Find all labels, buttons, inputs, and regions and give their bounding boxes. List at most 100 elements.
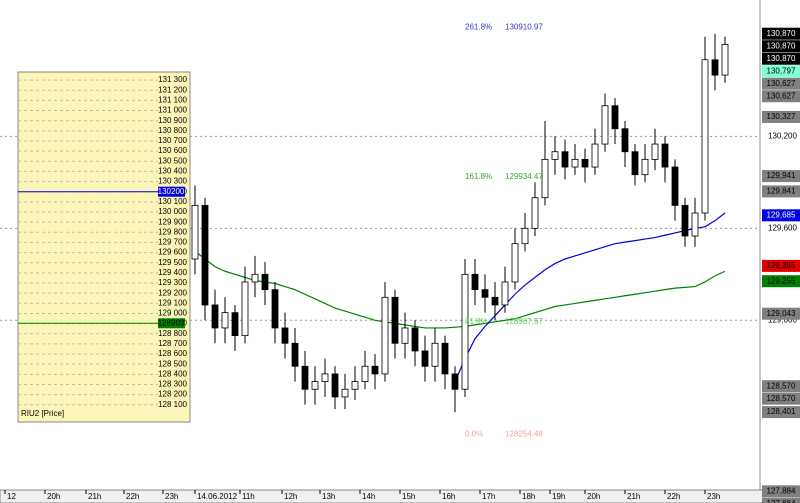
inset-marker-label: 130200 — [158, 187, 185, 196]
inset-tick-label: 129 100 — [158, 298, 187, 307]
candle-body — [221, 312, 229, 329]
inset-label: RIU2 [Price] — [21, 409, 64, 418]
inset-tick-label: 128 500 — [158, 359, 187, 368]
y-tick-label: 129,000 — [768, 315, 797, 324]
candle-body — [231, 312, 239, 337]
inset-tick-label: 130 100 — [158, 197, 187, 206]
price-marker-label: 129,043 — [767, 309, 796, 318]
inset-tick-label: 128 700 — [158, 339, 187, 348]
price-marker-box — [762, 392, 800, 405]
inset-tick-label: 128 300 — [158, 380, 187, 389]
candle-body — [291, 342, 299, 367]
candle-body — [631, 151, 639, 176]
price-marker-box — [762, 110, 800, 123]
candle-body — [581, 158, 589, 168]
inset-tick-label: 130 900 — [158, 116, 187, 125]
x-tick-label: 12 — [7, 492, 16, 501]
candle-body — [531, 197, 539, 229]
price-marker-box — [762, 40, 800, 53]
x-tick-label: 19h — [552, 492, 565, 501]
candle-body — [551, 151, 559, 160]
price-marker-box — [762, 185, 800, 198]
inset-tick-label: 129 500 — [158, 258, 187, 267]
fib-level: 261.8% — [465, 23, 492, 32]
price-marker-label: 130,627 — [767, 91, 796, 100]
candle-body — [591, 143, 599, 168]
x-tick-label: 23h — [165, 492, 178, 501]
price-marker-label: 130,870 — [767, 41, 796, 50]
inset-tick-label: 130 300 — [158, 177, 187, 186]
candle-body — [261, 273, 269, 291]
price-marker-label: 129,941 — [767, 171, 796, 180]
candle-body — [241, 281, 249, 337]
fib-level: 61.8% — [465, 317, 488, 326]
price-marker-label: 130,627 — [767, 79, 796, 88]
x-tick-label: 20h — [587, 492, 600, 501]
fib-price: 128987.97 — [505, 317, 543, 326]
inset-tick-label: 129 200 — [158, 288, 187, 297]
candle-body — [561, 151, 569, 168]
x-tick-label: 23h — [707, 492, 720, 501]
candle-body — [251, 273, 259, 283]
inset-tick-label: 130 800 — [158, 126, 187, 135]
x-tick-label: 15h — [402, 492, 415, 501]
x-tick-label: 14h — [362, 492, 375, 501]
inset-panel — [17, 71, 191, 423]
candle-body — [381, 296, 389, 375]
price-marker-label: 130,327 — [767, 112, 796, 121]
candle-body — [201, 204, 209, 306]
candle-body — [271, 289, 279, 329]
candle-body — [391, 296, 399, 344]
price-marker-box — [762, 497, 800, 503]
y-tick-label: 129,600 — [768, 223, 797, 232]
inset-tick-label: 129 000 — [158, 309, 187, 318]
price-marker-label: 127,884 — [767, 486, 796, 495]
candle-body — [401, 327, 409, 344]
inset-tick-label: 131 100 — [158, 96, 187, 105]
candle-body — [321, 373, 329, 382]
price-marker-box — [762, 259, 800, 272]
candle-body — [471, 273, 479, 291]
inset-tick-label: 131 200 — [158, 85, 187, 94]
price-marker-box — [762, 52, 800, 65]
inset-tick-label: 129 300 — [158, 278, 187, 287]
price-marker-box — [762, 406, 800, 419]
price-marker-label: 128,401 — [767, 407, 796, 416]
candle-body — [451, 373, 459, 390]
price-marker-label: 129,355 — [767, 261, 796, 270]
fib-price: 129934.47 — [505, 172, 543, 181]
fib-level: 161.8% — [465, 172, 492, 181]
inset-tick-label: 128 100 — [158, 400, 187, 409]
inset-marker-box — [158, 318, 185, 329]
x-tick-label: 12h — [284, 492, 297, 501]
price-marker-box — [762, 307, 800, 320]
candle-body — [601, 105, 609, 145]
candle-body — [341, 388, 349, 398]
candle-body — [521, 227, 529, 245]
candle-body — [311, 381, 319, 390]
x-tick-label: 21h — [88, 492, 101, 501]
candle-body — [671, 166, 679, 206]
candle-body — [441, 342, 449, 375]
x-tick-label: 14.06.2012 — [197, 492, 238, 501]
price-marker-label: 129,685 — [767, 210, 796, 219]
candle-body — [431, 342, 439, 367]
candle-body — [641, 158, 649, 176]
x-tick-label: 21h — [627, 492, 640, 501]
x-tick-label: 22h — [667, 492, 680, 501]
price-marker-label: 130,797 — [767, 66, 796, 75]
fib-level: 0.0% — [465, 430, 483, 439]
candle-body — [501, 281, 509, 306]
price-marker-box — [762, 65, 800, 78]
price-marker-box — [762, 275, 800, 288]
inset-tick-label: 130 500 — [158, 156, 187, 165]
x-tick-label: 20h — [47, 492, 60, 501]
y-tick-label: 130,200 — [768, 132, 797, 141]
price-marker-label: 129,255 — [767, 276, 796, 285]
x-tick-label: 11h — [242, 492, 255, 501]
inset-tick-label: 128 200 — [158, 390, 187, 399]
inset-marker-label: 128903 — [158, 318, 185, 327]
candle-body — [491, 296, 499, 306]
candle-body — [301, 365, 309, 390]
